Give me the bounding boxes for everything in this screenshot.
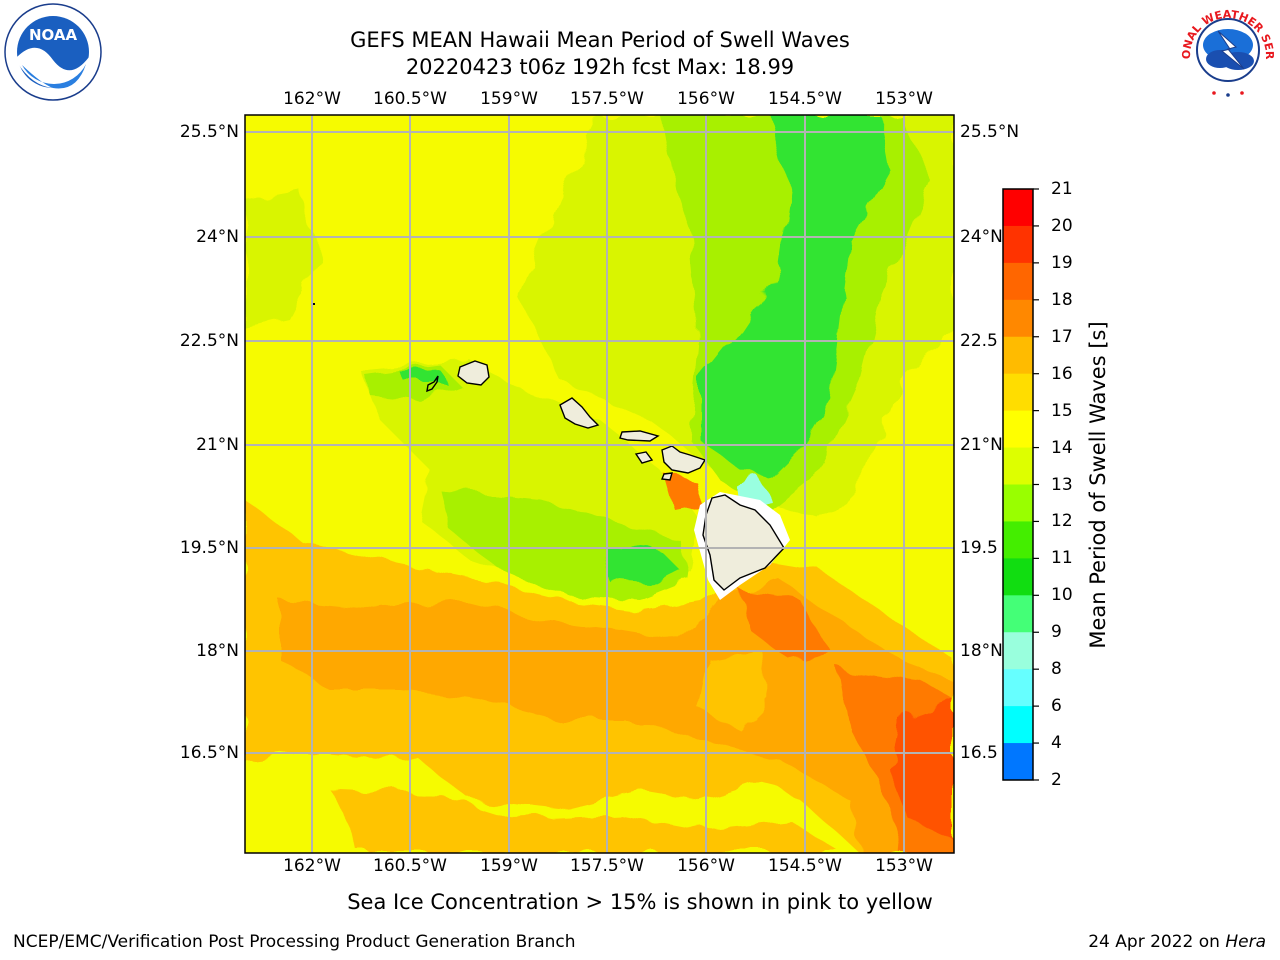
lat-tick-left: 19.5°N xyxy=(179,538,239,558)
lat-tick-left: 24°N xyxy=(196,227,239,247)
noaa-logo: NOAA xyxy=(4,3,102,101)
colorbar-segment xyxy=(1003,706,1033,744)
island-small-rock xyxy=(313,303,315,305)
zone-green-south xyxy=(605,545,680,585)
lat-tick-left: 21°N xyxy=(196,435,239,455)
lon-tick-bottom: 160.5°W xyxy=(373,856,447,876)
colorbar-segment xyxy=(1003,410,1033,449)
lon-tick-bottom: 154.5°W xyxy=(768,856,842,876)
zone-darkorange-bigisland xyxy=(665,475,700,510)
lon-tick-top: 160.5°W xyxy=(373,89,447,109)
colorbar-segment xyxy=(1003,336,1033,375)
noaa-logo-text: NOAA xyxy=(29,26,78,44)
zone-red-se xyxy=(890,700,954,840)
lon-tick-top: 162°W xyxy=(283,89,341,109)
lat-tick-left: 18°N xyxy=(196,641,239,661)
island-maui xyxy=(661,445,707,474)
lat-tick-right: 16.5 xyxy=(960,743,998,763)
colorbar xyxy=(1002,188,1039,781)
colorbar-label: 2 xyxy=(1051,770,1062,790)
colorbar-title: Mean Period of Swell Waves [s] xyxy=(1086,321,1110,649)
lat-tick-left: 25.5°N xyxy=(179,122,239,142)
lat-tick-right: 21°N xyxy=(960,435,1003,455)
colorbar-label: 18 xyxy=(1051,289,1073,310)
lon-tick-bottom: 153°W xyxy=(875,856,933,876)
hawaiian-islands xyxy=(313,303,790,600)
island-lanai xyxy=(634,451,654,464)
lon-tick-top: 157.5°W xyxy=(570,89,644,109)
lon-tick-top: 154.5°W xyxy=(768,89,842,109)
colorbar-label: 6 xyxy=(1051,696,1062,717)
credit-date: 24 Apr 2022 on xyxy=(1088,932,1226,952)
footnote: Sea Ice Concentration > 15% is shown in … xyxy=(347,890,933,914)
colorbar-segment xyxy=(1003,484,1033,522)
island-oahu xyxy=(559,397,600,429)
map-frame xyxy=(244,114,955,854)
zone-lightorange-patch xyxy=(700,650,770,730)
colorbar-label: 8 xyxy=(1051,659,1062,680)
colorbar-label: 16 xyxy=(1051,363,1073,384)
colorbar-segment xyxy=(1003,558,1033,596)
graticule xyxy=(245,115,954,853)
lon-tick-bottom: 157.5°W xyxy=(570,856,644,876)
colorbar-label: 9 xyxy=(1051,622,1062,643)
colorbar-segment xyxy=(1003,447,1033,485)
colorbar-label: 21 xyxy=(1051,179,1073,199)
credit-host: Hera xyxy=(1225,932,1266,952)
lon-tick-top: 153°W xyxy=(875,89,933,109)
lat-tick-left: 16.5°N xyxy=(179,743,239,763)
lat-tick-right: 19.5 xyxy=(960,538,998,558)
colorbar-segment xyxy=(1003,632,1033,670)
lat-tick-left: 22.5°N xyxy=(179,331,239,351)
colorbar-segment xyxy=(1003,299,1033,338)
colorbar-label: 4 xyxy=(1051,733,1062,754)
zone-darkorange-east xyxy=(740,590,830,660)
lon-tick-top: 159°W xyxy=(480,89,538,109)
lon-tick-bottom: 156°W xyxy=(677,856,735,876)
colorbar-segment xyxy=(1003,595,1033,633)
map-title: GEFS MEAN Hawaii Mean Period of Swell Wa… xyxy=(350,28,850,52)
lat-tick-right: 25.5°N xyxy=(960,122,1020,142)
colorbar-segment xyxy=(1003,373,1033,412)
colorbar-label: 11 xyxy=(1051,548,1073,569)
colorbar-segment xyxy=(1003,189,1033,227)
zone-green-north xyxy=(700,115,890,480)
zone-lightorange-southstrip xyxy=(330,790,840,853)
lon-tick-bottom: 159°W xyxy=(480,856,538,876)
island-molokai xyxy=(619,430,660,442)
colorbar-label: 20 xyxy=(1051,215,1073,236)
colorbar-label: 19 xyxy=(1051,252,1073,273)
colorbar-segment xyxy=(1003,521,1033,559)
colorbar-label: 12 xyxy=(1051,511,1073,532)
island-kauai xyxy=(457,360,490,386)
map-subtitle: 20220423 t06z 192h fcst Max: 18.99 xyxy=(405,55,795,79)
colorbar-label: 14 xyxy=(1051,437,1073,458)
zone-green-nw xyxy=(400,370,445,382)
lon-tick-top: 156°W xyxy=(677,89,735,109)
colorbar-segment xyxy=(1003,669,1033,707)
colorbar-segment xyxy=(1003,743,1033,781)
colorbar-segment xyxy=(1003,225,1033,264)
island-hawaii xyxy=(702,494,785,591)
colorbar-label: 10 xyxy=(1051,585,1073,606)
colorbar-segment xyxy=(1003,262,1033,301)
zone-yellowgreen-nw xyxy=(245,190,320,330)
nws-logo: NATIONAL WEATHER SERVICE xyxy=(1178,1,1276,97)
colorbar-label: 17 xyxy=(1051,326,1073,347)
lat-tick-right: 24°N xyxy=(960,227,1003,247)
island-kahoolawe xyxy=(661,472,673,481)
island-niihau xyxy=(426,375,439,393)
lat-tick-right: 22.5 xyxy=(960,331,998,351)
credit-left: NCEP/EMC/Verification Post Processing Pr… xyxy=(13,932,576,952)
lat-tick-right: 18°N xyxy=(960,641,1003,661)
credit-right: 24 Apr 2022 on Hera xyxy=(1088,932,1266,952)
lon-tick-bottom: 162°W xyxy=(283,856,341,876)
colorbar-label: 13 xyxy=(1051,474,1073,495)
colorbar-label: 15 xyxy=(1051,400,1073,421)
